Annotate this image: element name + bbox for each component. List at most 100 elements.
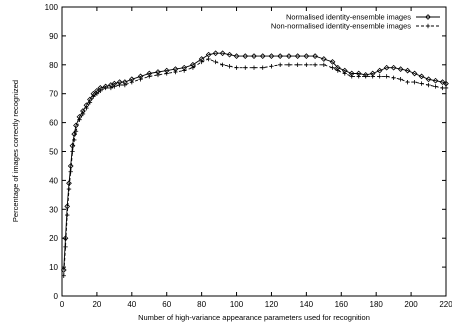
data-point xyxy=(398,77,403,82)
data-point xyxy=(212,50,219,57)
data-point xyxy=(122,82,128,88)
data-point xyxy=(91,94,96,99)
data-point xyxy=(251,65,257,70)
x-tick-label: 140 xyxy=(300,300,314,309)
data-point xyxy=(181,68,187,73)
data-point xyxy=(260,65,265,70)
data-point xyxy=(70,149,75,154)
data-point xyxy=(286,62,292,67)
data-point xyxy=(303,53,310,59)
data-point xyxy=(286,53,292,59)
data-point xyxy=(63,244,68,250)
y-tick-label: 90 xyxy=(49,32,58,41)
data-point xyxy=(103,85,108,91)
legend-label: Normalised identity-ensemble images xyxy=(286,13,411,22)
data-point xyxy=(234,65,239,70)
data-point xyxy=(190,65,196,70)
data-point xyxy=(66,186,72,192)
x-tick-label: 220 xyxy=(439,300,452,309)
data-point xyxy=(384,74,389,79)
data-point xyxy=(433,84,438,89)
data-point xyxy=(60,267,67,273)
data-point xyxy=(117,82,122,88)
data-point xyxy=(320,56,327,62)
data-point xyxy=(129,79,135,85)
y-tick-label: 100 xyxy=(45,3,59,12)
y-tick-label: 60 xyxy=(49,119,58,128)
data-point xyxy=(69,142,76,149)
data-point xyxy=(227,64,232,69)
series-2 xyxy=(61,56,449,278)
data-point xyxy=(312,62,318,67)
data-point xyxy=(329,59,336,65)
data-point xyxy=(77,117,82,122)
data-point xyxy=(219,50,226,57)
data-point xyxy=(68,169,73,174)
x-tick-label: 60 xyxy=(162,300,171,309)
y-tick-label: 20 xyxy=(49,234,58,243)
data-point xyxy=(164,71,169,76)
data-point xyxy=(412,79,417,85)
plot-frame xyxy=(61,6,447,297)
data-point xyxy=(155,72,161,78)
data-point xyxy=(356,74,361,79)
data-point xyxy=(73,122,79,129)
data-point xyxy=(259,53,266,59)
data-point xyxy=(268,53,275,59)
data-point xyxy=(335,68,340,73)
legend-marker xyxy=(425,14,431,20)
axis-ticks: 0 20 40 60 80 100 120 140 160 180 200 220 0 10 20 30 40 5… xyxy=(45,3,452,309)
data-point xyxy=(98,88,103,94)
data-point xyxy=(199,59,204,65)
legend: Normalised identity-ensemble imagesNon-n… xyxy=(271,13,440,31)
data-point xyxy=(330,65,335,70)
data-point xyxy=(443,85,449,91)
data-point xyxy=(383,64,390,71)
data-point xyxy=(370,74,375,79)
y-tick-label: 10 xyxy=(49,263,58,272)
data-point xyxy=(112,84,117,89)
data-point xyxy=(342,71,347,76)
data-point xyxy=(226,51,233,58)
data-point xyxy=(418,73,425,80)
data-point xyxy=(304,62,309,67)
series-line xyxy=(63,58,446,276)
data-point xyxy=(277,53,284,59)
data-point xyxy=(61,273,66,278)
data-point xyxy=(243,65,248,70)
data-point xyxy=(213,59,218,65)
data-point xyxy=(404,67,411,74)
x-axis-label: Number of high-variance appearance param… xyxy=(138,313,370,322)
data-point xyxy=(80,111,86,117)
data-point xyxy=(432,77,439,84)
y-axis-label: Percentage of images correctly recognize… xyxy=(11,80,20,222)
x-tick-label: 100 xyxy=(230,300,244,309)
data-point xyxy=(251,53,257,59)
legend-label: Non-normalised identity-ensemble images xyxy=(271,22,411,31)
data-point xyxy=(377,74,382,79)
y-tick-label: 40 xyxy=(49,176,58,185)
x-tick-label: 160 xyxy=(335,300,349,309)
data-point xyxy=(73,129,79,134)
data-point xyxy=(147,74,152,79)
data-point xyxy=(94,91,100,96)
data-point xyxy=(321,62,327,67)
data-point xyxy=(419,81,424,86)
legend-marker xyxy=(425,23,431,29)
x-tick-label: 20 xyxy=(92,300,101,309)
x-tick-label: 80 xyxy=(197,300,206,309)
data-point xyxy=(220,62,225,67)
data-point xyxy=(397,66,404,73)
y-tick-label: 30 xyxy=(49,205,58,214)
data-point xyxy=(391,75,396,81)
data-point xyxy=(439,79,446,86)
data-point xyxy=(138,77,143,82)
y-tick-label: 80 xyxy=(49,61,58,70)
data-point xyxy=(108,85,114,91)
y-tick-label: 50 xyxy=(49,148,58,157)
data-point xyxy=(65,212,70,218)
data-point xyxy=(426,82,431,88)
data-point xyxy=(233,53,240,59)
series-layer xyxy=(60,50,449,278)
data-point xyxy=(87,100,93,105)
